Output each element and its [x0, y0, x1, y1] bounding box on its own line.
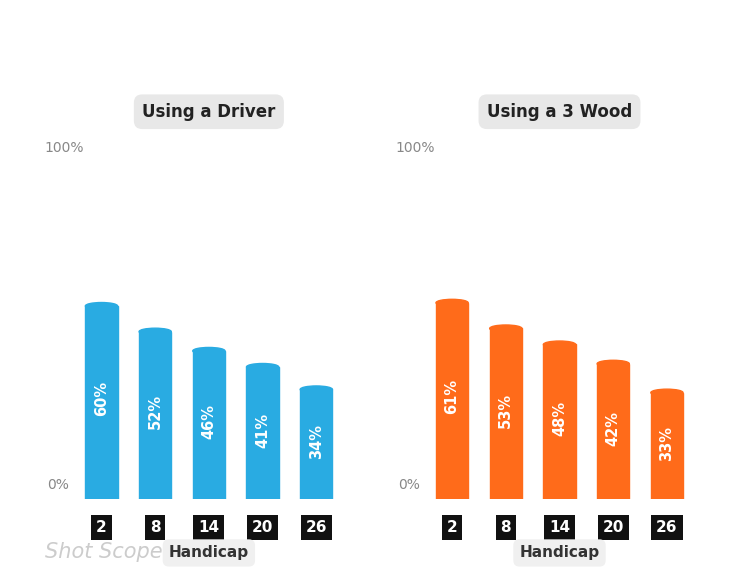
Text: 14: 14 [549, 520, 570, 535]
Text: 34%: 34% [309, 424, 324, 460]
Text: 20: 20 [603, 520, 624, 535]
Bar [436, 303, 468, 499]
Ellipse shape [597, 360, 630, 367]
Text: 48%: 48% [552, 401, 567, 436]
Bar [489, 328, 522, 499]
Text: 0%: 0% [398, 478, 420, 492]
Ellipse shape [139, 328, 172, 335]
Ellipse shape [300, 386, 333, 393]
Bar [192, 351, 225, 499]
Ellipse shape [436, 299, 468, 306]
Ellipse shape [85, 303, 118, 309]
Text: 14: 14 [198, 520, 219, 535]
Bar [300, 390, 333, 499]
Ellipse shape [489, 325, 522, 332]
Text: 52%: 52% [148, 394, 163, 429]
Bar [597, 364, 630, 499]
Text: 61%: 61% [445, 379, 460, 414]
Ellipse shape [246, 363, 279, 370]
Ellipse shape [543, 341, 576, 348]
Text: 26: 26 [656, 520, 677, 535]
Ellipse shape [192, 347, 225, 354]
Text: 100%: 100% [45, 141, 84, 155]
Bar [85, 306, 118, 499]
Text: 2: 2 [96, 520, 107, 535]
Text: 60%: 60% [94, 381, 109, 416]
Text: 8: 8 [150, 520, 160, 535]
Bar [543, 344, 576, 499]
Text: 42%: 42% [606, 411, 621, 446]
Text: 46%: 46% [201, 405, 216, 439]
Text: Using a Driver: Using a Driver [142, 103, 275, 121]
Text: Using a 3 Wood: Using a 3 Wood [487, 103, 632, 121]
Text: 26: 26 [306, 520, 327, 535]
Text: 100%: 100% [395, 141, 435, 155]
Text: 20: 20 [252, 520, 273, 535]
Text: 41%: 41% [255, 413, 270, 448]
Ellipse shape [651, 389, 683, 396]
Bar [246, 367, 279, 499]
Text: Handicap: Handicap [519, 545, 600, 560]
Text: 53%: 53% [498, 393, 513, 427]
Text: Shot Scope: Shot Scope [45, 541, 163, 562]
Text: 2: 2 [447, 520, 457, 535]
Bar [139, 332, 172, 499]
Text: 0%: 0% [47, 478, 69, 492]
Text: Handicap: Handicap [169, 545, 249, 560]
Text: 8: 8 [501, 520, 511, 535]
Bar [651, 393, 683, 499]
Text: 33%: 33% [659, 426, 674, 461]
